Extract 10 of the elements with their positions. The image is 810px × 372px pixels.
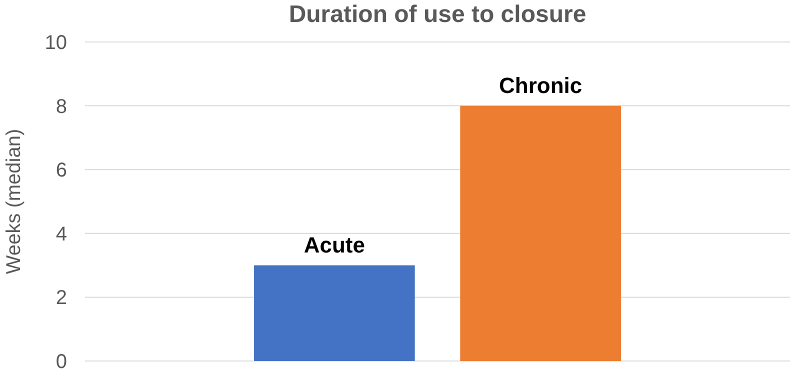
y-tick-label: 4 — [56, 223, 67, 246]
y-tick-label: 2 — [56, 287, 67, 310]
y-axis-title: Weeks (median) — [3, 128, 25, 274]
y-tick-label: 0 — [56, 351, 67, 372]
chart-title: Duration of use to closure — [288, 1, 586, 28]
x-tick-label: Acute — [304, 232, 365, 258]
x-tick-label: Chronic — [499, 72, 582, 98]
y-tick-label: 8 — [56, 96, 67, 118]
y-tick-label: 10 — [44, 32, 67, 54]
y-tick-label: 6 — [56, 160, 67, 182]
